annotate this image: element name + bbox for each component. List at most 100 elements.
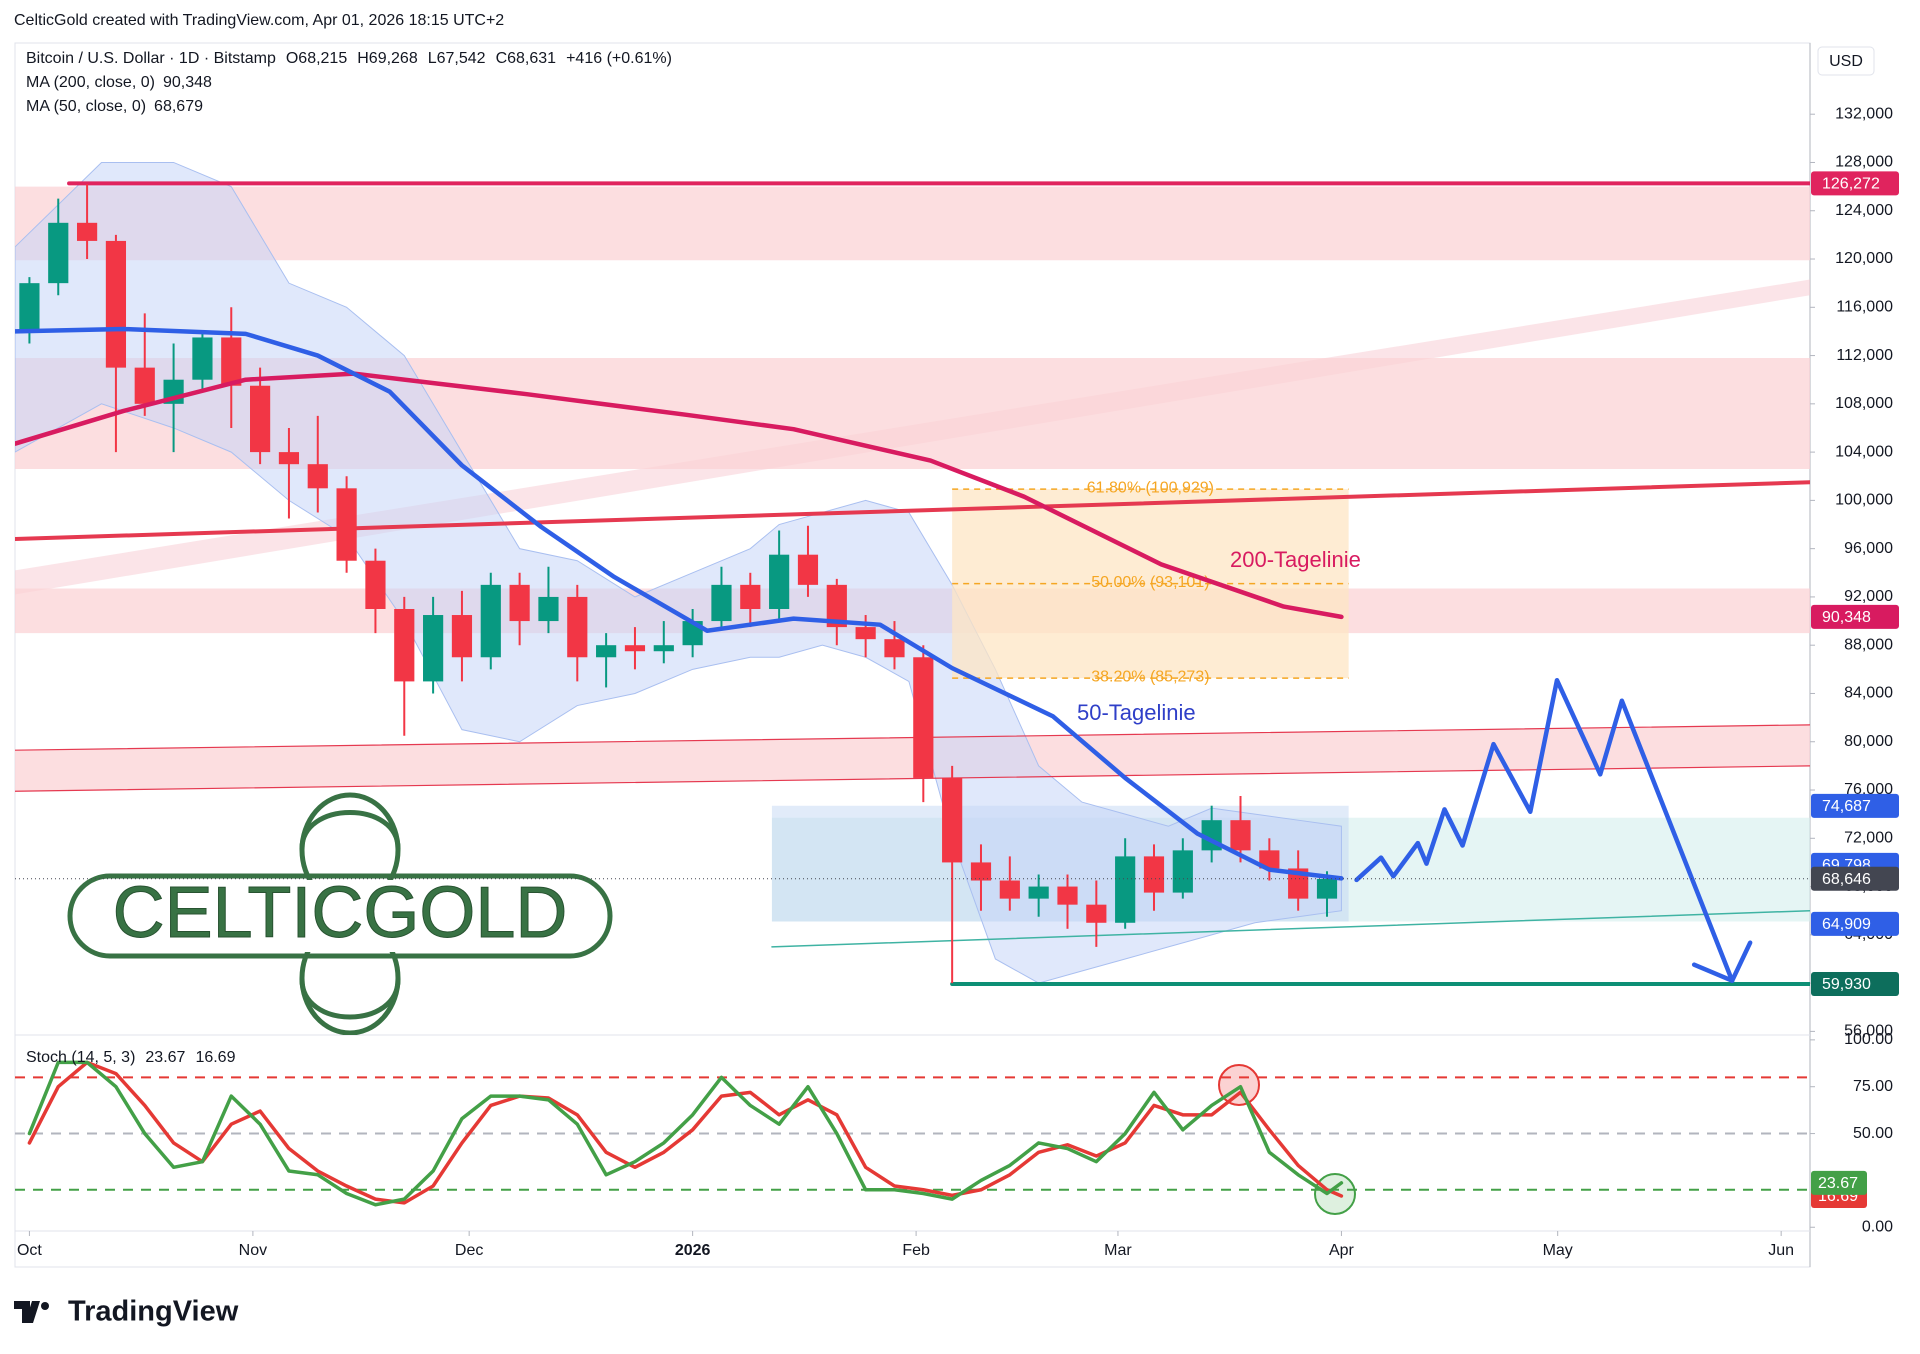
candle-body <box>1316 878 1338 899</box>
price-tag-label: 68,646 <box>1822 871 1871 888</box>
change-value: +416 (+0.61%) <box>566 50 672 67</box>
candle-body <box>423 615 444 682</box>
ohlc-value: C68,631 <box>496 50 557 67</box>
y-tick-label: 104,000 <box>1835 443 1893 460</box>
legend-label: MA (50, close, 0) <box>26 98 146 115</box>
y-tick-label: 80,000 <box>1844 733 1893 750</box>
forecast-arrowhead <box>1691 940 1753 983</box>
y-tick-label: 116,000 <box>1836 299 1893 316</box>
value-tag-label: 23.67 <box>1818 1175 1858 1192</box>
legend-title: Bitcoin / U.S. Dollar · 1D · Bitstamp <box>26 50 276 67</box>
moving-average <box>15 371 1344 620</box>
y-tick-label: 96,000 <box>1844 540 1893 557</box>
legend: Bitcoin / U.S. Dollar · 1D · Bitstamp <box>26 50 276 67</box>
candle-body <box>1028 886 1049 899</box>
candle-body <box>1143 856 1165 893</box>
candle-body <box>538 596 559 622</box>
price-tag <box>1811 793 1899 818</box>
y-tick-label: 75.00 <box>1853 1078 1893 1095</box>
x-tick-label: Mar <box>1104 1242 1132 1259</box>
candle-body <box>134 367 155 404</box>
legend-value: 23.67 <box>145 1049 185 1066</box>
price-tag-label: 64,909 <box>1822 916 1871 933</box>
logo-text: CELTICGOLD <box>113 873 568 953</box>
currency: USD <box>1829 53 1863 70</box>
price-tag <box>1811 171 1899 196</box>
y-tick-label: 92,000 <box>1844 588 1893 605</box>
ma50-annotation: 50-Tagelinie <box>1077 700 1196 725</box>
price-tag <box>1811 866 1899 891</box>
footer-text: TradingView <box>68 1296 239 1328</box>
y-tick-label: 128,000 <box>1835 154 1893 171</box>
price-tag <box>1811 971 1899 996</box>
moving-average <box>15 326 1344 881</box>
candle-body <box>451 615 473 658</box>
candle-body <box>19 283 40 332</box>
candle-body <box>336 488 357 561</box>
candle-body <box>596 645 617 658</box>
y-tick-label: 112,000 <box>1836 347 1893 364</box>
legend-value: 90,348 <box>163 74 212 91</box>
fib-label: 38.20% (85,273) <box>1091 668 1209 685</box>
y-tick-label: 88,000 <box>1844 636 1893 653</box>
stoch-pane <box>15 1060 1810 1215</box>
candle-body <box>365 560 386 609</box>
fib-label: 61.80% (100,929) <box>1087 479 1214 496</box>
ma200-annotation: 200-Tagelinie <box>1230 547 1361 572</box>
level-line <box>771 909 1810 948</box>
ohlc-value: H69,268 <box>357 50 418 67</box>
ohlc-value: O68,215 <box>286 50 347 67</box>
candle-body <box>826 584 847 628</box>
candle-body <box>278 452 300 465</box>
candle-body <box>105 240 127 368</box>
candle-body <box>884 639 905 658</box>
value-tag <box>1811 1170 1867 1195</box>
x-tick-label: May <box>1543 1242 1573 1259</box>
price-tag <box>1811 911 1899 936</box>
x-tick-label: Feb <box>902 1242 930 1259</box>
price-tag-label: 74,687 <box>1822 798 1871 815</box>
y-tick-label: 132,000 <box>1835 105 1893 122</box>
x-tick-label: 2026 <box>675 1242 711 1259</box>
footer-logo: TradingView <box>14 1296 239 1328</box>
candle-body <box>913 657 934 778</box>
candle-body <box>942 777 963 863</box>
price-pane: CELTICGOLD 61.80% (100,929) 50.00% (93,10… <box>15 161 1810 1035</box>
level-line <box>15 765 1810 792</box>
candle-body <box>1259 850 1280 869</box>
y-tick-label: 100,000 <box>1835 492 1893 509</box>
candle-body <box>567 596 588 658</box>
candle-body <box>192 337 213 380</box>
candle-body <box>509 584 530 622</box>
candle-body <box>307 464 328 489</box>
price-tag <box>1811 604 1899 629</box>
candle-body <box>624 645 646 652</box>
currency-button[interactable] <box>1817 46 1875 76</box>
zone <box>15 186 1810 261</box>
x-tick-label: Jun <box>1768 1242 1794 1259</box>
candle-body <box>740 584 761 609</box>
candle-body <box>1172 850 1193 893</box>
x-tick-label: Nov <box>239 1242 267 1259</box>
y-tick-label: 50.00 <box>1853 1125 1893 1142</box>
candle-body <box>480 584 501 658</box>
y-tick-label: 72,000 <box>1844 830 1893 847</box>
highlight-circle <box>1218 1064 1260 1106</box>
ohlc-value: L67,542 <box>428 50 486 67</box>
level-line <box>15 724 1810 751</box>
forecast-path <box>1354 677 1735 983</box>
candle-body <box>250 385 271 453</box>
level-line <box>15 480 1810 541</box>
candle-body <box>1086 904 1107 923</box>
candle-body <box>999 880 1020 899</box>
candle-body <box>1230 820 1251 851</box>
fib-label: 50.00% (93,101) <box>1091 574 1209 591</box>
legend-label: MA (200, close, 0) <box>26 74 155 91</box>
candle-body <box>76 222 98 241</box>
candle-body <box>1057 886 1078 905</box>
price-tag-label: 59,930 <box>1822 976 1871 993</box>
candle-body <box>797 554 819 585</box>
